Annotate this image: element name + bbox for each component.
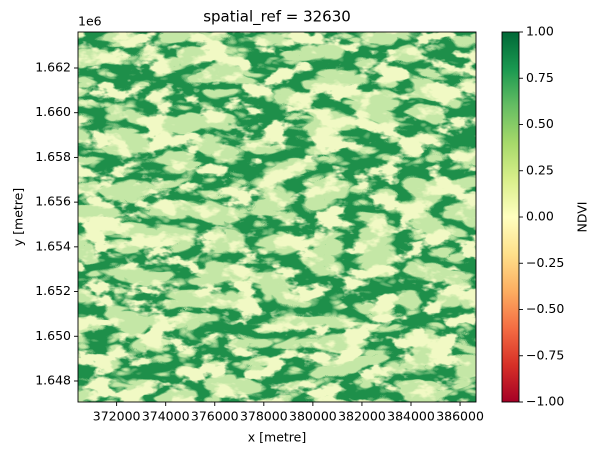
x-tick-label: 376000 bbox=[191, 409, 239, 424]
colorbar-tick-label: −0.25 bbox=[526, 255, 564, 270]
ndvi-raster bbox=[78, 32, 476, 402]
y-tick-label: 1.656 bbox=[35, 194, 71, 209]
colorbar-tick-label: 1.00 bbox=[526, 24, 554, 39]
x-tick-label: 382000 bbox=[338, 409, 386, 424]
raster-texture bbox=[78, 32, 476, 402]
colorbar bbox=[501, 31, 520, 403]
x-tick-label: 384000 bbox=[387, 409, 435, 424]
colorbar-tick-label: −0.50 bbox=[526, 301, 564, 316]
x-axis-label: x [metre] bbox=[248, 430, 306, 445]
x-tick-label: 378000 bbox=[240, 409, 288, 424]
x-tick-label: 386000 bbox=[436, 409, 484, 424]
chart-title: spatial_ref = 32630 bbox=[203, 8, 351, 27]
y-tick-label: 1.660 bbox=[35, 104, 71, 119]
y-tick-label: 1.654 bbox=[35, 238, 71, 253]
colorbar-tick-label: 0.75 bbox=[526, 70, 554, 85]
y-tick-label: 1.650 bbox=[35, 328, 71, 343]
y-tick-label: 1.658 bbox=[35, 149, 71, 164]
y-tick-label: 1.648 bbox=[35, 372, 71, 387]
colorbar-tick-label: −0.75 bbox=[526, 347, 564, 362]
colorbar-tick-label: −1.00 bbox=[526, 394, 564, 409]
colorbar-tick-label: 0.00 bbox=[526, 209, 554, 224]
x-tick-label: 372000 bbox=[93, 409, 141, 424]
y-axis-label: y [metre] bbox=[11, 188, 26, 246]
y-tick-label: 1.662 bbox=[35, 59, 71, 74]
axes-frame bbox=[77, 31, 477, 403]
x-tick-label: 380000 bbox=[289, 409, 337, 424]
colorbar-tick-label: 0.50 bbox=[526, 116, 554, 131]
colorbar-label: NDVI bbox=[575, 202, 590, 233]
y-offset-label: 1e6 bbox=[78, 14, 102, 29]
y-tick-label: 1.652 bbox=[35, 283, 71, 298]
colorbar-tick-label: 0.25 bbox=[526, 162, 554, 177]
x-tick-label: 374000 bbox=[142, 409, 190, 424]
